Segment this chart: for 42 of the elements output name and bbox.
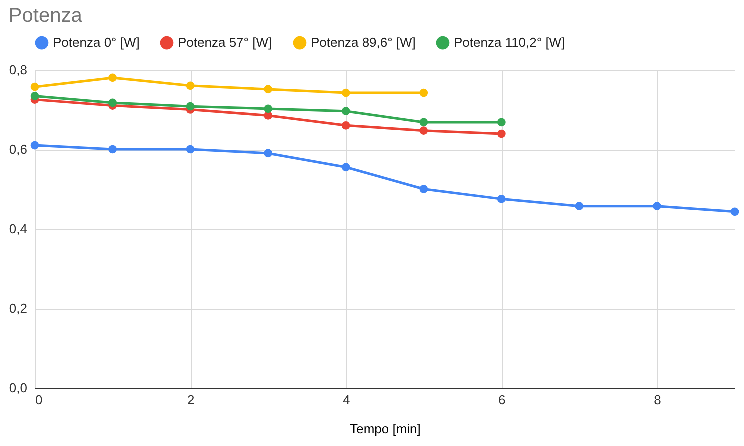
point bbox=[186, 82, 195, 90]
x-tick-label: 0 bbox=[36, 392, 43, 408]
x-axis-title: Tempo [min] bbox=[350, 422, 421, 436]
x-tick-label: 2 bbox=[187, 392, 195, 408]
point bbox=[342, 121, 350, 130]
point bbox=[420, 118, 428, 127]
point bbox=[264, 149, 273, 158]
point bbox=[342, 88, 350, 98]
legend-label: Potenza 0° [W] bbox=[53, 35, 140, 50]
point bbox=[108, 98, 117, 108]
point bbox=[186, 145, 195, 154]
point bbox=[30, 82, 40, 92]
point bbox=[108, 145, 117, 154]
point bbox=[575, 202, 584, 211]
chart-title: Potenza bbox=[8, 5, 84, 27]
y-tick-label: 0,6 bbox=[9, 142, 28, 157]
y-tick-label: 0,8 bbox=[9, 62, 28, 78]
x-tick-label: 6 bbox=[498, 392, 506, 408]
point bbox=[497, 195, 506, 204]
point bbox=[342, 163, 350, 172]
y-tick-label: 0,4 bbox=[9, 222, 28, 236]
legend-label: Potenza 110,2° [W] bbox=[454, 35, 566, 50]
point bbox=[420, 126, 428, 135]
point bbox=[30, 141, 40, 150]
point bbox=[108, 74, 117, 82]
y-tick-label: 0,0 bbox=[9, 380, 28, 396]
point bbox=[30, 92, 40, 100]
point bbox=[264, 104, 273, 114]
point bbox=[497, 130, 506, 138]
point bbox=[653, 202, 662, 211]
point bbox=[264, 85, 273, 94]
point bbox=[420, 88, 428, 98]
y-tick-label: 0,2 bbox=[9, 301, 28, 316]
point bbox=[186, 102, 195, 111]
legend-label: Potenza 57° [W] bbox=[178, 35, 272, 50]
point bbox=[342, 107, 350, 116]
point bbox=[420, 185, 428, 194]
x-tick-label: 8 bbox=[654, 392, 662, 408]
legend-label: Potenza 89,6° [W] bbox=[311, 35, 416, 50]
point bbox=[497, 118, 506, 127]
point bbox=[730, 208, 740, 216]
x-tick-label: 4 bbox=[342, 392, 350, 408]
